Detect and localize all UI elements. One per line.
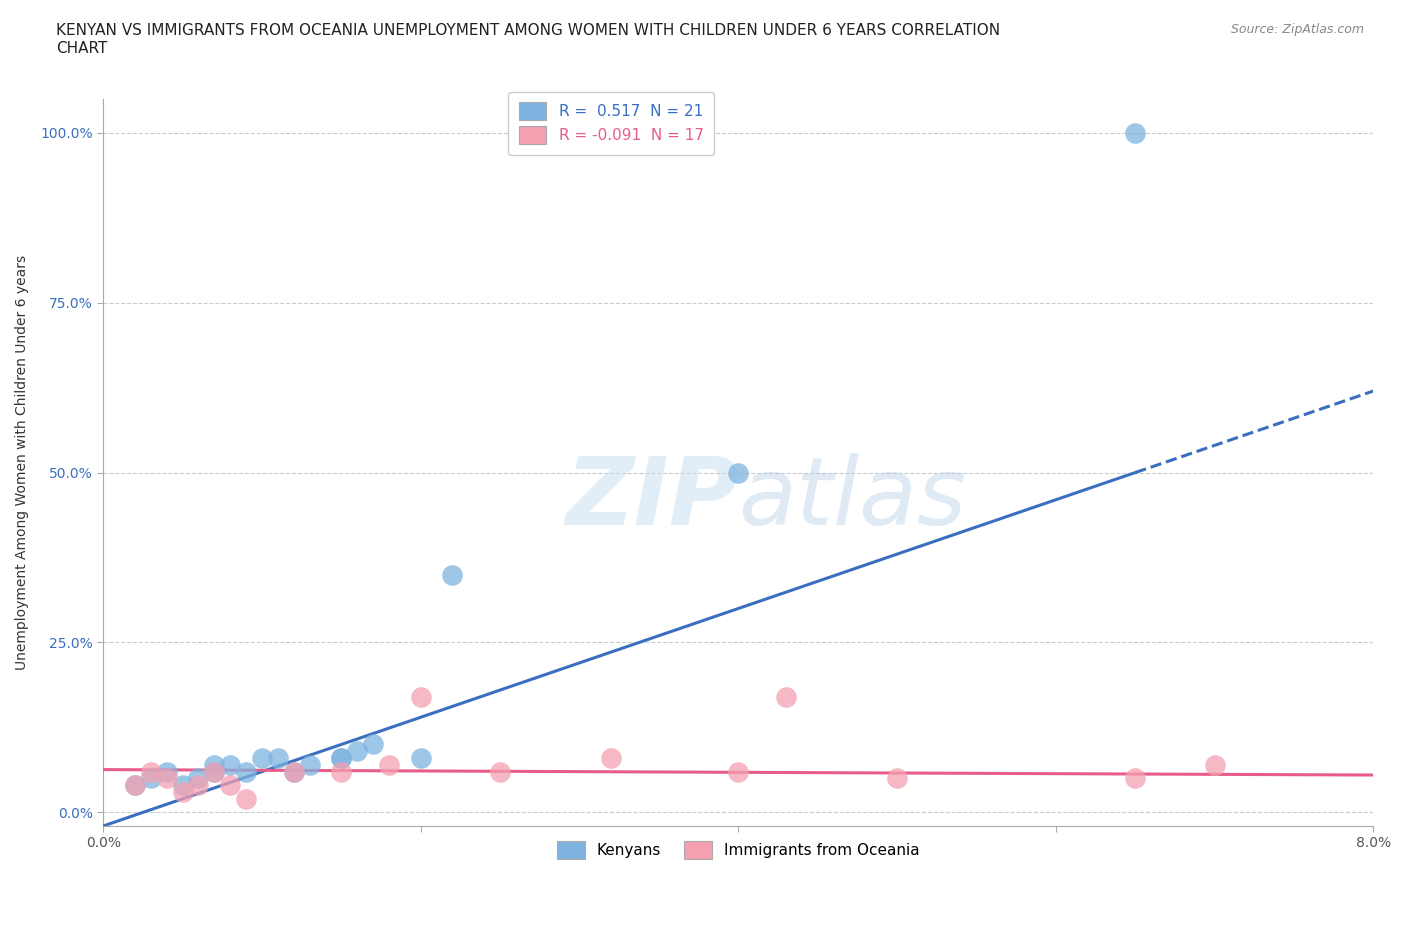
Point [187,777,209,792]
Point [267,751,290,765]
Point [156,764,179,779]
Point [330,751,353,765]
Point [727,764,749,779]
Point [1123,771,1146,786]
Point [219,757,242,772]
Point [600,751,623,765]
Point [202,757,225,772]
Point [172,777,194,792]
Point [124,777,146,792]
Text: Source: ZipAtlas.com: Source: ZipAtlas.com [1230,23,1364,36]
Text: atlas: atlas [738,453,966,544]
Point [139,764,162,779]
Point [361,737,384,751]
Point [172,785,194,800]
Point [202,764,225,779]
Point [139,771,162,786]
Point [298,757,321,772]
Point [283,764,305,779]
Point [775,689,797,704]
Point [283,764,305,779]
Point [886,771,908,786]
Point [378,757,401,772]
Y-axis label: Unemployment Among Women with Children Under 6 years: Unemployment Among Women with Children U… [15,255,30,670]
Text: ZIP: ZIP [565,453,738,545]
Legend: Kenyans, Immigrants from Oceania: Kenyans, Immigrants from Oceania [547,830,931,870]
Point [219,777,242,792]
Point [489,764,512,779]
Point [441,567,464,582]
Point [235,791,257,806]
Point [330,764,353,779]
Point [1204,757,1226,772]
Point [156,771,179,786]
Point [727,465,749,480]
Point [202,764,225,779]
Point [409,689,432,704]
Point [235,764,257,779]
Point [1123,126,1146,140]
Point [409,751,432,765]
Point [346,744,368,759]
Text: KENYAN VS IMMIGRANTS FROM OCEANIA UNEMPLOYMENT AMONG WOMEN WITH CHILDREN UNDER 6: KENYAN VS IMMIGRANTS FROM OCEANIA UNEMPL… [56,23,1000,56]
Point [250,751,273,765]
Point [187,771,209,786]
Point [124,777,146,792]
Point [330,751,353,765]
